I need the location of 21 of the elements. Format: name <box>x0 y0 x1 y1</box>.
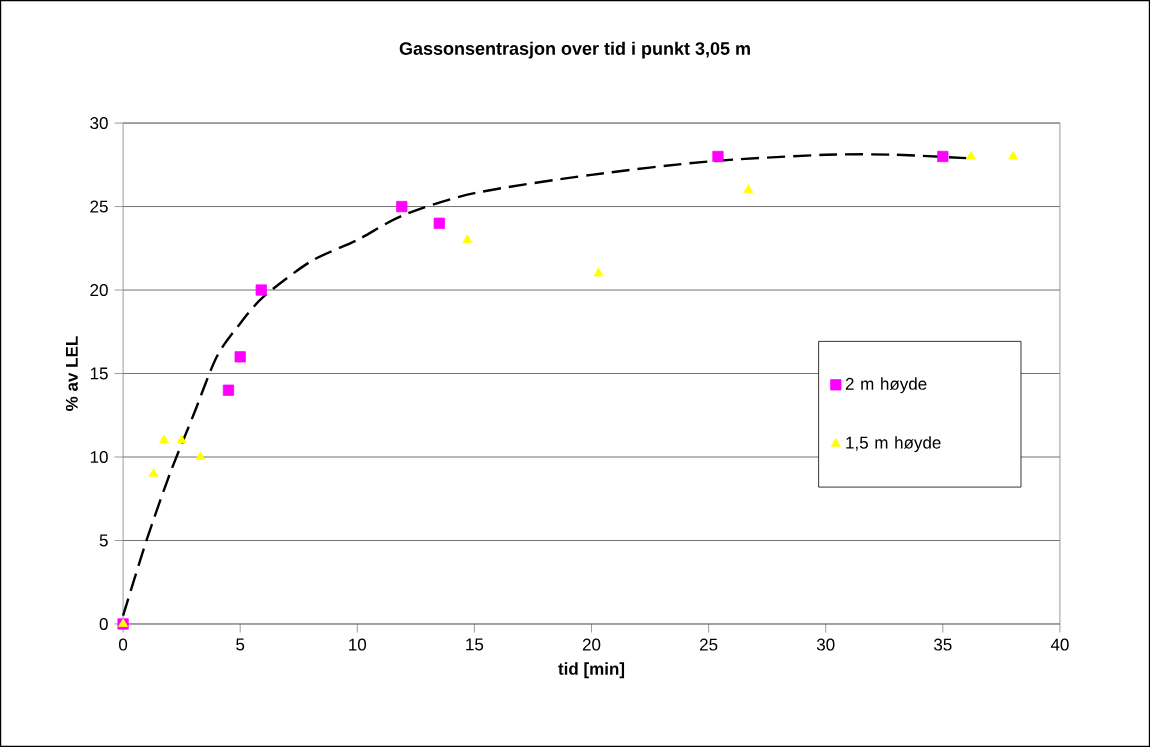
x-tick-label: 40 <box>1050 638 1069 651</box>
chart-title: Gassonsentrasjon over tid i punkt 3,05 m <box>399 41 750 59</box>
y-tick-label: 30 <box>90 117 108 130</box>
legend-label: 1,5 m høyde <box>846 436 941 453</box>
y-tick-label: 0 <box>99 617 108 630</box>
y-axis-title: % av LEL <box>65 336 78 411</box>
y-tick-label: 15 <box>90 367 108 380</box>
x-tick-label: 0 <box>119 638 128 651</box>
x-tick-label: 5 <box>236 638 245 651</box>
x-tick-label: 30 <box>816 638 835 651</box>
y-tick-label: 10 <box>90 450 108 463</box>
x-tick-label: 25 <box>700 638 718 651</box>
legend-label: 2 m høyde <box>845 377 927 394</box>
x-tick-label: 35 <box>934 638 952 651</box>
y-tick-label: 5 <box>99 534 108 547</box>
y-tick-label: 25 <box>90 200 108 213</box>
x-tick-label: 20 <box>582 638 601 651</box>
y-tick-label: 20 <box>90 284 108 297</box>
x-tick-label: 10 <box>349 638 367 651</box>
x-axis-title: tid [min] <box>558 662 625 679</box>
x-tick-label: 15 <box>466 638 484 651</box>
